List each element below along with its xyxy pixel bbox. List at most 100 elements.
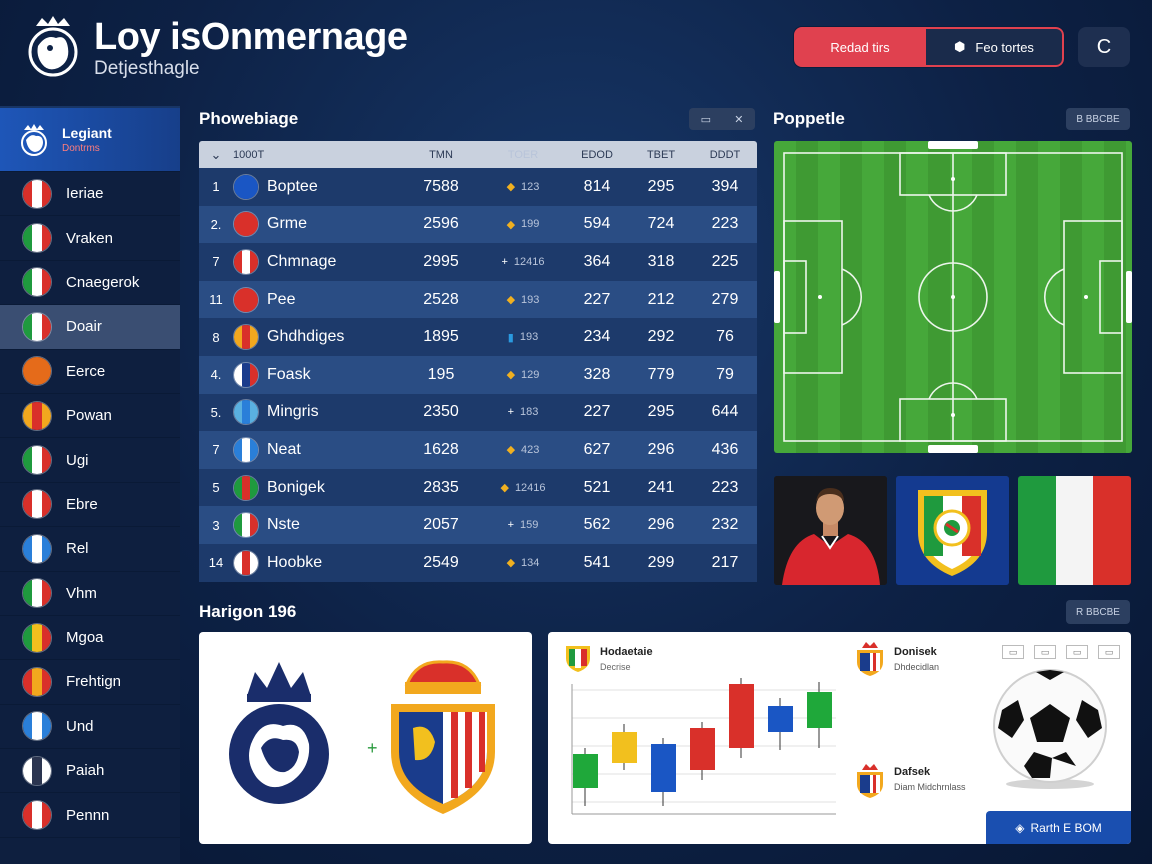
team-name: Bonigek bbox=[267, 478, 325, 496]
table-row[interactable]: 5 Bonigek 2835 ◆ 12416 521 241 223 bbox=[199, 468, 757, 507]
cell-c2: 296 bbox=[647, 440, 675, 458]
table-row[interactable]: 7 Neat 1628 ◆ 423 627 296 436 bbox=[199, 431, 757, 469]
flag-red-stripe bbox=[1093, 476, 1131, 585]
expand-icon[interactable]: ▭ bbox=[700, 113, 711, 126]
cell-trend: +12416 bbox=[481, 256, 565, 268]
pitch-options-button[interactable]: B BBCBE bbox=[1066, 108, 1130, 130]
cell-team: Neat bbox=[233, 436, 401, 463]
cell-trend: +159 bbox=[481, 519, 565, 531]
team-name: Foask bbox=[267, 365, 311, 383]
sidebar-item-label: Ugi bbox=[66, 451, 89, 469]
chart-crest-icon bbox=[566, 646, 590, 672]
primary-tab-button[interactable]: Redad tirs bbox=[794, 27, 926, 67]
flag-photo[interactable] bbox=[1018, 476, 1131, 585]
player-photo[interactable] bbox=[774, 476, 887, 585]
col-c1[interactable]: EDOD bbox=[581, 148, 613, 161]
toolbar-icon-2[interactable]: ▭ bbox=[1034, 645, 1056, 659]
col-team[interactable]: 1000T bbox=[233, 148, 265, 161]
sidebar-item[interactable]: Paiah bbox=[0, 749, 180, 794]
cell-team: Pee bbox=[233, 286, 401, 313]
col-c2[interactable]: TBET bbox=[646, 148, 676, 161]
team-name: Hoobke bbox=[267, 553, 323, 571]
matchup-card[interactable]: + bbox=[199, 632, 532, 844]
bottom-options-button[interactable]: R BBCBE bbox=[1066, 600, 1130, 624]
sidebar-header[interactable]: Legiant Dontrms bbox=[0, 108, 180, 172]
cell-c2: 296 bbox=[647, 516, 675, 534]
sidebar-item[interactable]: Ugi bbox=[0, 438, 180, 483]
sidebar-item[interactable]: Cnaegerok bbox=[0, 261, 180, 306]
standings-title: Phowebiage bbox=[199, 109, 299, 128]
toolbar-icon-3[interactable]: ▭ bbox=[1066, 645, 1088, 659]
sidebar-item[interactable]: Rel bbox=[0, 527, 180, 572]
sidebar-item[interactable]: Ebre bbox=[0, 483, 180, 528]
flag-white-stripe bbox=[1055, 476, 1094, 585]
sidebar-item-label: Frehtign bbox=[66, 673, 122, 691]
secondary-tab-button[interactable]: ⬢ Feo tortes bbox=[926, 27, 1064, 67]
col-trend[interactable]: TOER bbox=[507, 148, 539, 161]
trend-value: 183 bbox=[520, 406, 539, 419]
sidebar-item-label: Und bbox=[66, 717, 94, 735]
sidebar-item[interactable]: Und bbox=[0, 705, 180, 750]
cell-c1: 541 bbox=[583, 553, 611, 571]
sidebar-item[interactable]: Frehtign bbox=[0, 660, 180, 705]
sidebar-item-label: Ebre bbox=[66, 495, 98, 513]
table-row[interactable]: 8 Ghdhdiges 1895 ▮ 193 234 292 76 bbox=[199, 318, 757, 356]
col-c3[interactable]: DDDT bbox=[709, 148, 741, 161]
cell-c1: 328 bbox=[583, 365, 611, 383]
cell-team: Mingris bbox=[233, 399, 401, 426]
matchup-crests: + bbox=[229, 660, 495, 814]
sidebar-item-label: Mgoa bbox=[66, 629, 104, 647]
cell-trend: ◆ 423 bbox=[481, 443, 565, 457]
sidebar-item[interactable]: Doair bbox=[0, 305, 180, 350]
crown-globe-crest bbox=[229, 662, 329, 804]
toolbar-icon-1[interactable]: ▭ bbox=[1002, 645, 1024, 659]
table-row[interactable]: 11 Pee 2528 ◆ 193 227 212 279 bbox=[199, 280, 757, 319]
table-row[interactable]: 5. Mingris 2350 +183 227 295 644 bbox=[199, 393, 757, 432]
close-icon[interactable]: ✕ bbox=[734, 113, 744, 126]
info1-sub: Dhdecidlan bbox=[894, 662, 940, 672]
player-image bbox=[774, 476, 887, 585]
col-pts[interactable]: TMN bbox=[429, 148, 453, 161]
flag-icon bbox=[22, 311, 52, 342]
cell-c1: 364 bbox=[583, 252, 611, 270]
sidebar-item[interactable]: Vraken bbox=[0, 216, 180, 261]
cell-c3: 223 bbox=[711, 478, 739, 496]
cta-button[interactable]: ◈ Rarth E BOM bbox=[986, 811, 1131, 844]
sidebar-item[interactable]: Eerce bbox=[0, 350, 180, 394]
sidebar-item[interactable]: Vhm bbox=[0, 572, 180, 616]
table-row[interactable]: 4. Foask 195 ◆ 129 328 779 79 bbox=[199, 355, 757, 394]
sidebar-item[interactable]: Pennn bbox=[0, 793, 180, 838]
team-name: Nste bbox=[267, 516, 300, 534]
header-menu-button[interactable]: C bbox=[1078, 27, 1130, 67]
trend-value: 12416 bbox=[513, 255, 545, 268]
team-name: Chmnage bbox=[267, 252, 337, 270]
chart-subtitle: Decrise bbox=[600, 662, 631, 672]
cell-trend: ◆ 199 bbox=[481, 218, 565, 231]
table-row[interactable]: 2. Grme 2596 ◆ 199 594 724 223 bbox=[199, 205, 757, 244]
cell-c2: 295 bbox=[647, 403, 675, 421]
cell-points: 7588 bbox=[423, 177, 459, 195]
sidebar-item[interactable]: Ieriae bbox=[0, 172, 180, 217]
sidebar-item[interactable]: Powan bbox=[0, 394, 180, 439]
table-row[interactable]: 1 Boptee 7588 ◆ 123 814 295 394 bbox=[199, 168, 757, 206]
app-subtitle: Detjesthagle bbox=[94, 58, 200, 79]
cell-team: Ghdhdiges bbox=[233, 324, 401, 351]
cell-team: Boptee bbox=[233, 173, 401, 200]
trend-value: 193 bbox=[519, 331, 539, 344]
cell-points: 1628 bbox=[423, 440, 459, 458]
club-crest-photo[interactable] bbox=[896, 476, 1009, 585]
table-row[interactable]: 7 Chmnage 2995 +12416 364 318 225 bbox=[199, 243, 757, 281]
sidebar-item-label: Rel bbox=[66, 540, 89, 558]
cell-c2: 292 bbox=[647, 328, 675, 346]
cell-c3: 644 bbox=[711, 403, 739, 421]
toolbar-icon-4[interactable]: ▭ bbox=[1098, 645, 1120, 659]
col-rank: ⌄ bbox=[210, 146, 222, 162]
football-pitch[interactable] bbox=[774, 141, 1132, 453]
cell-c3: 225 bbox=[711, 252, 739, 270]
trend-icon: ▮ bbox=[507, 331, 514, 344]
cell-c1: 234 bbox=[583, 328, 611, 346]
sidebar-item[interactable]: Mgoa bbox=[0, 616, 180, 661]
cell-c3: 436 bbox=[711, 440, 739, 458]
table-row[interactable]: 3 Nste 2057 +159 562 296 232 bbox=[199, 506, 757, 544]
table-row[interactable]: 14 Hoobke 2549 ◆ 134 541 299 217 bbox=[199, 543, 757, 582]
